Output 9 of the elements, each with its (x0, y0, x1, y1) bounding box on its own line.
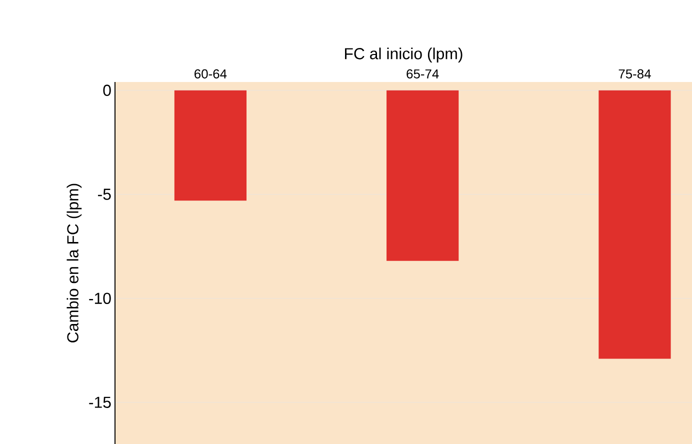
y-tick-label: -10 (89, 292, 111, 304)
y-tick-label: -5 (98, 188, 111, 200)
y-tick-label: 0 (103, 84, 111, 96)
y-axis-title: Cambio en la FC (lpm) (66, 184, 82, 342)
x-tick-label: 75-84 (618, 69, 651, 78)
x-tick-label: 60-64 (194, 69, 227, 78)
y-tick-label: -15 (89, 396, 111, 408)
x-axis-title: FC al inicio (lpm) (345, 48, 462, 62)
x-tick-label: 65-74 (406, 69, 439, 78)
